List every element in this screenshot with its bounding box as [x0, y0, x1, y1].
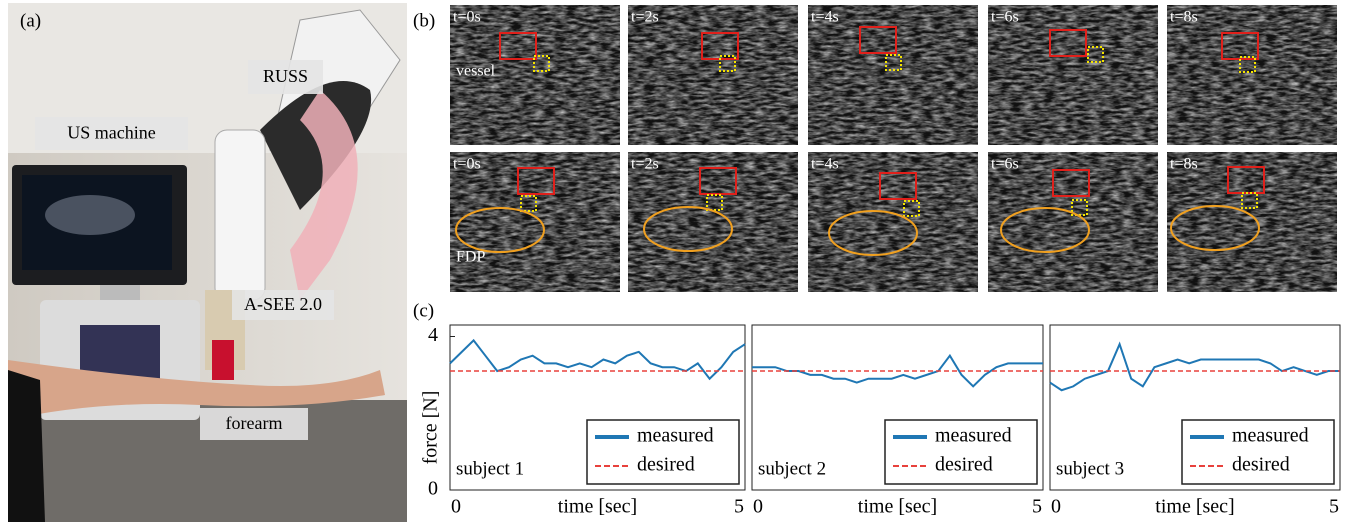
- y-tick-label: 0: [428, 478, 438, 500]
- x-tick-label: 0: [753, 496, 763, 518]
- legend-label: desired: [935, 454, 993, 476]
- time-label: t=4s: [811, 9, 839, 26]
- label-box: [200, 408, 308, 440]
- label-box: [35, 117, 188, 150]
- annotation: subject 3: [1056, 458, 1124, 479]
- legend-label: measured: [935, 425, 1012, 447]
- muscle-ellipse: [455, 207, 545, 253]
- photo-label: RUSS: [263, 66, 308, 86]
- muscle-ellipse: [643, 206, 733, 252]
- roi-box: [879, 172, 917, 200]
- roi-dotted: [1087, 46, 1104, 63]
- speckle: [450, 5, 620, 145]
- speckle: [450, 152, 620, 292]
- label-box: [248, 60, 323, 94]
- roi-dotted: [520, 195, 537, 212]
- time-label: t=4s: [811, 156, 839, 173]
- x-tick-label: 5: [1032, 496, 1042, 518]
- speckle: [628, 5, 798, 145]
- speckle: [808, 5, 978, 145]
- legend-box: [1181, 419, 1335, 485]
- speckle: [988, 152, 1158, 292]
- photo-labels: RUSS US machine A-SEE 2.0 forearm: [35, 60, 334, 440]
- photo: [8, 3, 407, 522]
- speckle: [1167, 5, 1337, 145]
- roi-dotted: [903, 200, 920, 217]
- muscle-ellipse: [828, 210, 918, 256]
- roi-box: [499, 32, 537, 60]
- x-axis-label: time [sec]: [1155, 496, 1234, 518]
- panel-label: (a): [20, 10, 41, 31]
- x-tick-label: 5: [734, 496, 744, 518]
- legend-label: desired: [1232, 454, 1290, 476]
- legend-label: measured: [637, 425, 714, 447]
- photo-label: forearm: [226, 413, 283, 433]
- panel-label: (b): [413, 10, 435, 31]
- photo-label: A-SEE 2.0: [244, 294, 322, 314]
- roi-dotted: [885, 54, 902, 71]
- roi-dotted: [706, 194, 723, 211]
- time-label: t=8s: [1170, 156, 1198, 173]
- y-tick-label: 4: [428, 324, 438, 346]
- x-tick-label: 0: [1051, 496, 1061, 518]
- time-label: t=6s: [991, 9, 1019, 26]
- roi-dotted: [533, 55, 550, 72]
- muscle-ellipse: [1000, 207, 1090, 253]
- x-tick-label: 0: [451, 496, 461, 518]
- time-label: t=2s: [631, 9, 659, 26]
- x-tick-label: 5: [1329, 496, 1339, 518]
- roi-box: [859, 26, 897, 54]
- time-label: t=0s: [453, 9, 481, 26]
- legend-box: [586, 419, 740, 485]
- roi-box: [1052, 169, 1090, 197]
- row-label: vessel: [456, 63, 496, 80]
- x-axis-label: time [sec]: [558, 496, 637, 518]
- panel-label: (c): [413, 300, 434, 321]
- roi-box: [517, 167, 555, 195]
- time-label: t=0s: [453, 156, 481, 173]
- legend-label: desired: [637, 454, 695, 476]
- annotation: subject 2: [758, 458, 826, 479]
- row-label: FDP: [456, 249, 485, 266]
- photo-label: US machine: [67, 123, 155, 143]
- speckle: [628, 152, 798, 292]
- ultrasound-grid: t=0s t=2s t=4s t=6s t=8s t=0s t=2s t=4s t=6s t=8s…: [450, 5, 1337, 292]
- roi-dotted: [1241, 192, 1258, 209]
- time-label: t=8s: [1170, 9, 1198, 26]
- speckle: [1167, 152, 1337, 292]
- series-line: [1049, 341, 1340, 392]
- roi-box: [699, 167, 737, 195]
- time-label: t=6s: [991, 156, 1019, 173]
- muscle-ellipse: [1170, 205, 1260, 251]
- y-axis-label: force [N]: [420, 391, 442, 465]
- annotation: subject 1: [456, 458, 524, 479]
- roi-dotted: [719, 55, 736, 72]
- time-label: t=2s: [631, 156, 659, 173]
- label-box: [232, 290, 334, 320]
- roi-dotted: [1071, 199, 1088, 216]
- legend-label: measured: [1232, 425, 1309, 447]
- speckle: [988, 5, 1158, 145]
- x-axis-label: time [sec]: [858, 496, 937, 518]
- roi-dotted: [1239, 56, 1256, 73]
- roi-box: [1049, 29, 1087, 57]
- legend-box: [884, 419, 1038, 485]
